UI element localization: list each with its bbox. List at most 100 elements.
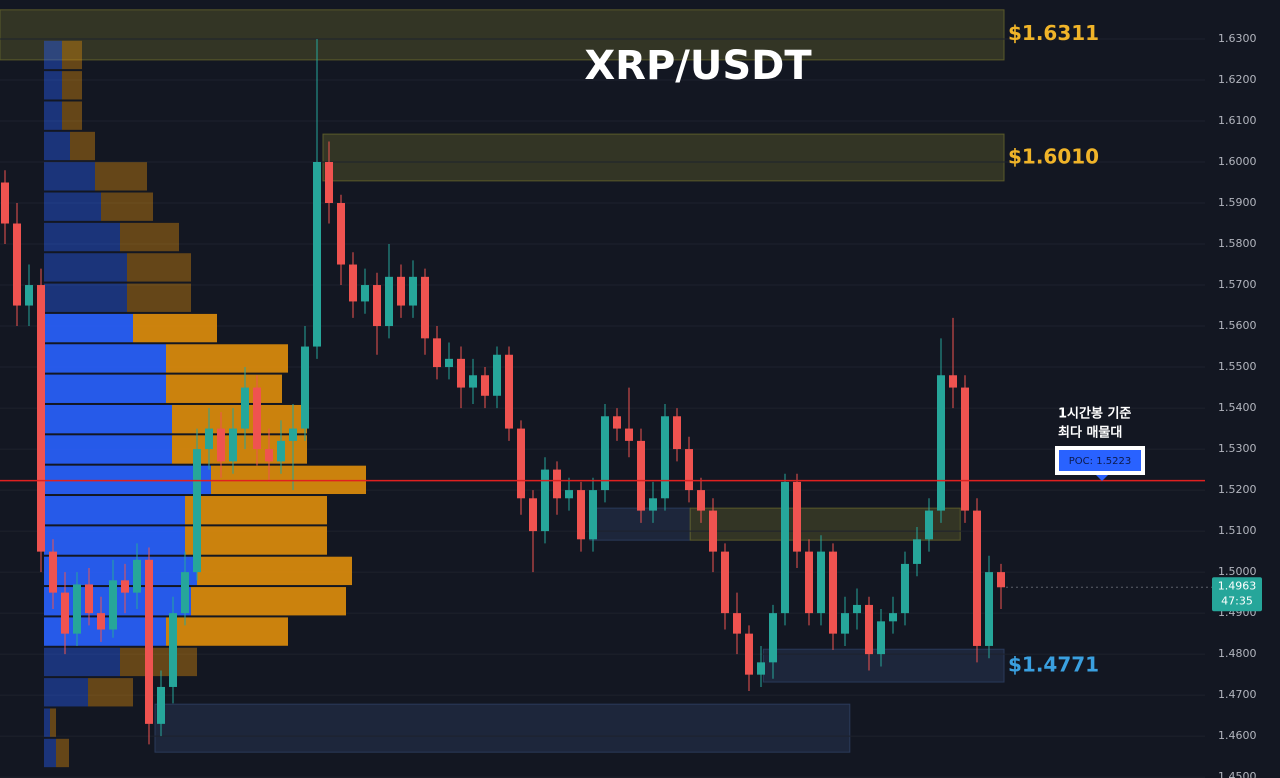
y-tick-label: 1.5400 [1218, 401, 1257, 414]
candle-body [25, 285, 33, 306]
profile-up [44, 556, 197, 586]
candle-body [49, 551, 57, 593]
candle-body [505, 354, 513, 429]
poc-label: POC: 1.5223 [1069, 456, 1131, 467]
candle-body [997, 572, 1005, 588]
profile-up [44, 465, 211, 495]
profile-up [44, 708, 50, 737]
candle-body [541, 469, 549, 532]
profile-up [44, 71, 62, 100]
candle-body [985, 572, 993, 646]
candle-body [313, 161, 321, 347]
zone [154, 703, 851, 753]
profile-up [44, 647, 120, 677]
candle-body [361, 285, 369, 302]
candle-body [793, 481, 801, 552]
profile-up [44, 678, 88, 707]
candle-body [553, 469, 561, 499]
candle-body [949, 375, 957, 388]
candle-body [853, 604, 861, 614]
profile-down [120, 222, 179, 252]
profile-down [166, 344, 288, 373]
y-tick-label: 1.5900 [1218, 196, 1257, 209]
candle-body [73, 584, 81, 634]
y-tick-label: 1.4800 [1218, 647, 1257, 660]
y-tick-label: 1.4700 [1218, 688, 1257, 701]
poc-pointer [1096, 475, 1108, 481]
candle-body [265, 449, 273, 462]
candle-body [253, 387, 261, 450]
profile-down [191, 587, 346, 616]
profile-down [120, 647, 197, 677]
candle-body [217, 428, 225, 462]
profile-down [197, 556, 352, 586]
candle-body [589, 490, 597, 540]
candle-body [229, 428, 237, 462]
candle-body [421, 276, 429, 339]
poc-box-inner [1059, 450, 1141, 471]
candle-body [481, 375, 489, 396]
y-tick-label: 1.4500 [1218, 770, 1257, 778]
candle-body [757, 662, 765, 675]
zone-label: $1.6311 [1008, 21, 1099, 45]
candle-body [637, 440, 645, 511]
profile-down [211, 465, 366, 495]
zone [322, 133, 1005, 182]
candle-body [133, 559, 141, 593]
profile-up [44, 526, 185, 555]
chart-title: XRP/USDT [584, 43, 812, 89]
profile-down [133, 313, 217, 343]
zone-label: $1.4771 [1008, 653, 1099, 677]
candle-body [193, 449, 201, 573]
candle-body [385, 276, 393, 327]
profile-up [44, 101, 62, 130]
profile-up [44, 222, 120, 252]
annotation: 1시간봉 기준 [1058, 406, 1131, 422]
candle-body [373, 285, 381, 327]
candle-body [829, 551, 837, 634]
candle-body [277, 440, 285, 462]
profile-down [95, 162, 147, 191]
candle-body [973, 510, 981, 646]
annotation: 최다 매물대 [1058, 425, 1122, 441]
candle-body [697, 490, 705, 511]
candle-body [529, 498, 537, 532]
candle-body [901, 563, 909, 614]
profile-down [166, 374, 282, 403]
profile-down [62, 71, 82, 100]
candle-body [157, 686, 165, 724]
candle-body [337, 203, 345, 265]
profile-down [172, 435, 307, 464]
profile-up [44, 253, 127, 282]
profile-up [44, 496, 185, 525]
profile-down [88, 678, 133, 707]
candle-body [1, 182, 9, 224]
candle-body [781, 481, 789, 614]
candle-body [577, 490, 585, 540]
countdown: 47:35 [1221, 594, 1253, 607]
candle-body [769, 613, 777, 663]
candle-body [469, 375, 477, 388]
profile-up [44, 40, 62, 70]
y-tick-label: 1.5600 [1218, 319, 1257, 332]
candle-body [841, 613, 849, 634]
zone [762, 648, 1005, 683]
candle-body [325, 161, 333, 204]
y-tick-label: 1.5300 [1218, 442, 1257, 455]
y-tick-label: 1.5100 [1218, 524, 1257, 537]
y-tick-label: 1.6000 [1218, 155, 1257, 168]
candle-body [685, 449, 693, 491]
profile-down [127, 283, 191, 312]
candle-body [877, 621, 885, 655]
profile-up [44, 162, 95, 191]
profile-up [44, 192, 101, 221]
candle-body [805, 551, 813, 614]
zone [589, 507, 691, 541]
profile-up [44, 374, 166, 403]
candle-body [937, 375, 945, 511]
candle-body [121, 580, 129, 593]
candle-body [565, 490, 573, 499]
last-price-label: 1.4963 [1218, 579, 1257, 592]
